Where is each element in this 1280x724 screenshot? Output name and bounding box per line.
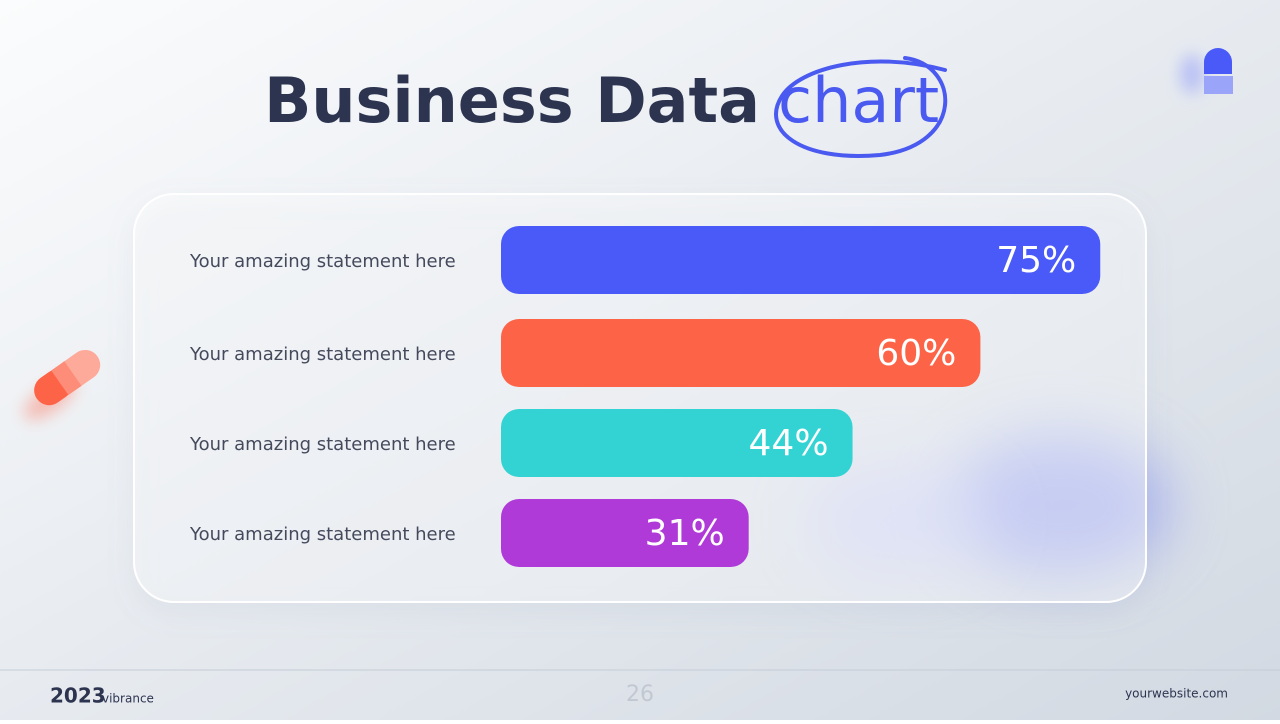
category-label: Your amazing statement here xyxy=(189,251,456,272)
decor-icon xyxy=(1180,48,1233,94)
chart-card xyxy=(133,193,1147,603)
brand-name: vibrance xyxy=(102,692,154,706)
bar xyxy=(501,499,749,567)
category-label: Your amazing statement here xyxy=(189,344,456,365)
chart-title: Business Data xyxy=(264,64,760,137)
title-circle xyxy=(774,56,948,158)
value-label: 44% xyxy=(749,423,829,464)
bar xyxy=(501,226,1101,294)
value-label: 60% xyxy=(876,333,956,374)
decor-pill xyxy=(24,349,101,420)
value-label: 75% xyxy=(996,240,1076,281)
category-label: Your amazing statement here xyxy=(189,434,456,455)
page-number: 26 xyxy=(626,682,654,707)
value-label: 31% xyxy=(645,513,725,554)
brand-year: 2023 xyxy=(50,684,106,708)
chart-title-highlight: chart xyxy=(778,64,939,137)
bar xyxy=(501,409,853,477)
category-label: Your amazing statement here xyxy=(189,524,456,545)
bar xyxy=(501,319,981,387)
website: yourwebsite.com xyxy=(1125,687,1228,701)
